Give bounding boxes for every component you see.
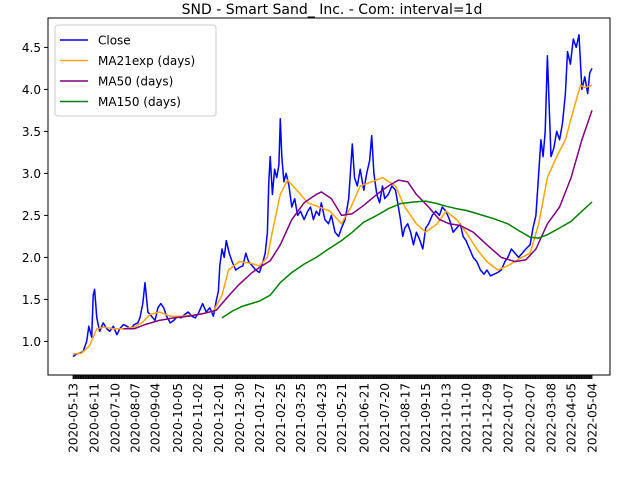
x-tick-label-22: 2022-02-07 [524, 383, 538, 453]
chart-title: SND - Smart Sand_ Inc. - Com: interval=1… [182, 2, 483, 18]
x-tick-label-20: 2021-12-09 [480, 383, 494, 453]
x-tick-label-3: 2020-08-07 [128, 383, 142, 453]
x-tick-label-21: 2022-01-07 [501, 383, 515, 453]
x-tick-label-6: 2020-11-02 [191, 383, 205, 453]
x-tick-label-9: 2021-01-27 [253, 383, 267, 453]
x-tick-label-10: 2021-02-25 [274, 383, 288, 453]
y-tick-label-3: 2.5 [22, 209, 41, 223]
y-tick-label-0: 1.0 [22, 335, 41, 349]
series-line-0 [72, 34, 593, 358]
series-lines [72, 34, 593, 358]
series-line-1 [72, 84, 593, 355]
x-tick-label-7: 2020-12-01 [212, 383, 226, 453]
x-tick-label-19: 2021-11-10 [460, 383, 474, 453]
series-line-2 [123, 110, 593, 330]
x-tick-label-15: 2021-07-20 [378, 383, 392, 453]
x-tick-label-2: 2020-07-10 [108, 383, 122, 453]
y-tick-label-2: 2.0 [22, 251, 41, 265]
legend-label-3: MA150 (days) [98, 95, 181, 109]
legend-box [54, 24, 217, 117]
x-tick-label-18: 2021-10-13 [439, 383, 453, 453]
x-tick-label-13: 2021-05-21 [335, 383, 349, 453]
x-tick-label-14: 2021-06-21 [357, 383, 371, 453]
series-line-3 [221, 200, 593, 319]
y-tick-label-1: 1.5 [22, 293, 41, 307]
x-tick-label-4: 2020-09-04 [149, 383, 163, 453]
x-tick-label-16: 2021-08-17 [398, 383, 412, 453]
x-tick-label-11: 2021-03-25 [294, 383, 308, 453]
x-tick-label-1: 2020-06-11 [87, 383, 101, 453]
y-tick-label-5: 3.5 [22, 125, 41, 139]
x-tick-label-5: 2020-10-05 [171, 383, 185, 453]
x-tick-label-23: 2022-03-08 [545, 383, 559, 453]
legend: Close MA21exp (days) MA50 (days) MA150 (day… [54, 24, 217, 117]
x-tick-label-12: 2021-04-23 [315, 383, 329, 453]
x-axis: 2020-05-13 2020-06-11 2020-07-10 2020-08-07… [67, 375, 600, 453]
x-tick-label-8: 2020-12-30 [233, 383, 247, 453]
x-tick-label-25: 2022-05-04 [586, 383, 600, 453]
y-axis: 1.0 1.5 2.0 2.5 3.0 3.5 4.0 4.5 [22, 41, 48, 349]
x-tick-label-0: 2020-05-13 [67, 383, 81, 453]
legend-label-2: MA50 (days) [98, 75, 173, 89]
y-tick-label-4: 3.0 [22, 167, 41, 181]
x-tick-label-17: 2021-09-15 [419, 383, 433, 453]
legend-label-1: MA21exp (days) [98, 54, 195, 68]
legend-label-0: Close [98, 34, 131, 48]
y-tick-label-6: 4.0 [22, 83, 41, 97]
y-tick-label-7: 4.5 [22, 41, 41, 55]
x-tick-label-24: 2022-04-05 [565, 383, 579, 453]
